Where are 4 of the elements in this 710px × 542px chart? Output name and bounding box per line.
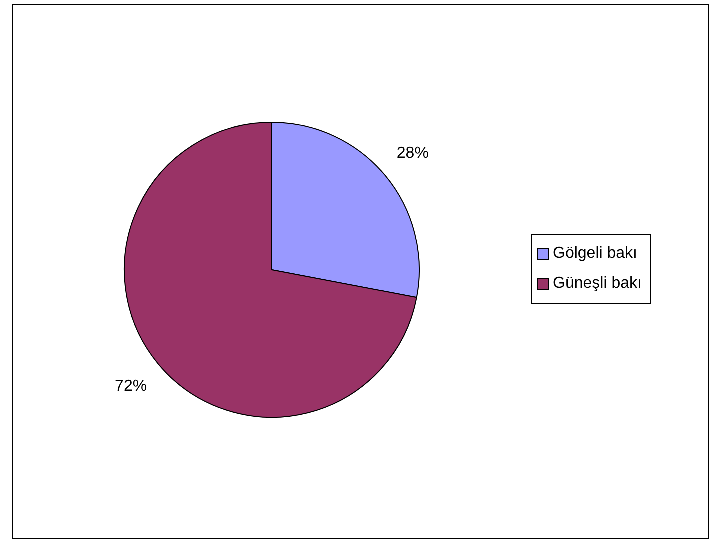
data-label: 28%: [396, 144, 429, 162]
legend-label: Güneşli bakı: [553, 275, 642, 293]
data-label: 72%: [115, 378, 148, 395]
legend-label: Gölgeli bakı: [553, 245, 638, 263]
